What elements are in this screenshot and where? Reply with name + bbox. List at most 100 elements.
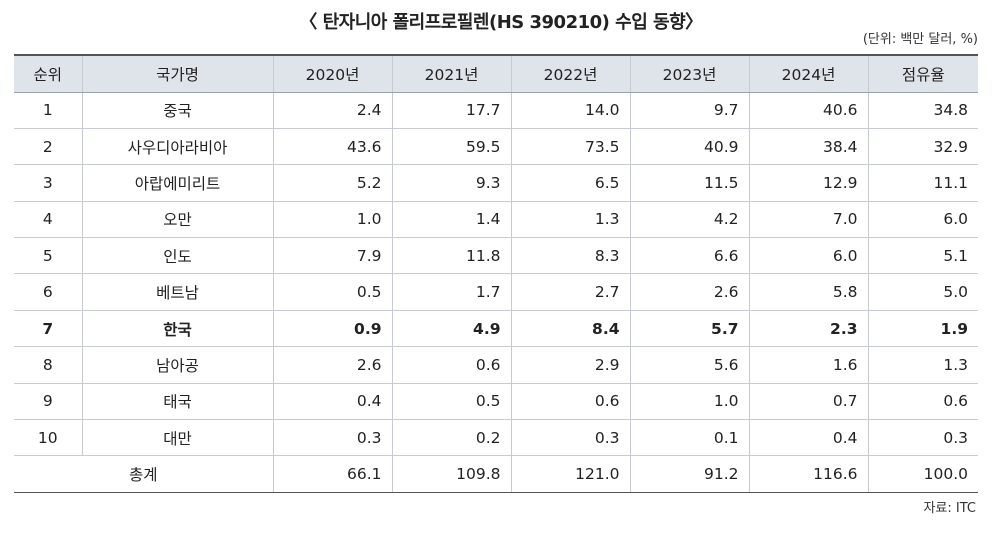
cell-2024: 38.4 <box>748 128 868 166</box>
total-label: 총계 <box>14 455 273 493</box>
cell-2023: 6.6 <box>629 237 749 275</box>
header-2021: 2021년 <box>391 54 511 93</box>
cell-2021: 4.9 <box>391 310 511 348</box>
cell-country: 오만 <box>81 201 273 239</box>
header-2023: 2023년 <box>629 54 749 93</box>
cell-share: 0.6 <box>867 383 978 421</box>
cell-country: 태국 <box>81 383 273 421</box>
cell-2022: 0.6 <box>510 383 630 421</box>
cell-2020: 0.3 <box>272 419 392 457</box>
total-share: 100.0 <box>867 455 978 493</box>
cell-2021: 1.4 <box>391 201 511 239</box>
cell-rank: 3 <box>14 164 82 202</box>
cell-country: 아랍에미리트 <box>81 164 273 202</box>
cell-rank: 8 <box>14 346 82 384</box>
cell-2020: 1.0 <box>272 201 392 239</box>
cell-rank: 10 <box>14 419 82 457</box>
table-row: 3 아랍에미리트 5.2 9.3 6.5 11.5 12.9 11.1 <box>14 164 978 202</box>
cell-country: 베트남 <box>81 273 273 311</box>
cell-2021: 0.5 <box>391 383 511 421</box>
cell-share: 5.0 <box>867 273 978 311</box>
total-2021: 109.8 <box>391 455 511 493</box>
cell-2022: 0.3 <box>510 419 630 457</box>
cell-2021: 0.6 <box>391 346 511 384</box>
cell-share: 5.1 <box>867 237 978 275</box>
table-row: 10 대만 0.3 0.2 0.3 0.1 0.4 0.3 <box>14 419 978 457</box>
cell-2022: 2.9 <box>510 346 630 384</box>
cell-2024: 2.3 <box>748 310 868 348</box>
cell-share: 11.1 <box>867 164 978 202</box>
table-header-row: 순위 국가명 2020년 2021년 2022년 2023년 2024년 점유율 <box>14 54 978 93</box>
cell-2023: 2.6 <box>629 273 749 311</box>
table-title: 〈 탄자니아 폴리프로필렌(HS 390210) 수입 동향〉 <box>299 12 703 33</box>
cell-2020: 0.9 <box>272 310 392 348</box>
header-rank: 순위 <box>14 54 82 93</box>
cell-2024: 1.6 <box>748 346 868 384</box>
cell-2023: 5.6 <box>629 346 749 384</box>
cell-2023: 1.0 <box>629 383 749 421</box>
cell-2024: 12.9 <box>748 164 868 202</box>
cell-rank: 7 <box>14 310 82 348</box>
cell-rank: 1 <box>14 92 82 129</box>
cell-2021: 0.2 <box>391 419 511 457</box>
cell-2024: 0.4 <box>748 419 868 457</box>
cell-2020: 5.2 <box>272 164 392 202</box>
table-row: 2 사우디아라비아 43.6 59.5 73.5 40.9 38.4 32.9 <box>14 128 978 166</box>
cell-rank: 5 <box>14 237 82 275</box>
cell-2022: 2.7 <box>510 273 630 311</box>
cell-2024: 6.0 <box>748 237 868 275</box>
cell-2020: 43.6 <box>272 128 392 166</box>
table-row-highlight: 7 한국 0.9 4.9 8.4 5.7 2.3 1.9 <box>14 310 978 348</box>
cell-2024: 0.7 <box>748 383 868 421</box>
cell-2020: 0.4 <box>272 383 392 421</box>
cell-2020: 2.4 <box>272 92 392 129</box>
cell-2023: 11.5 <box>629 164 749 202</box>
header-share: 점유율 <box>867 54 978 93</box>
cell-2022: 6.5 <box>510 164 630 202</box>
cell-2023: 9.7 <box>629 92 749 129</box>
cell-country: 중국 <box>81 92 273 129</box>
header-2020: 2020년 <box>272 54 392 93</box>
cell-country: 인도 <box>81 237 273 275</box>
cell-rank: 2 <box>14 128 82 166</box>
cell-2021: 17.7 <box>391 92 511 129</box>
cell-share: 6.0 <box>867 201 978 239</box>
cell-2022: 8.3 <box>510 237 630 275</box>
cell-2022: 8.4 <box>510 310 630 348</box>
header-country: 국가명 <box>81 54 273 93</box>
cell-country: 사우디아라비아 <box>81 128 273 166</box>
table-row: 5 인도 7.9 11.8 8.3 6.6 6.0 5.1 <box>14 237 978 275</box>
table-row: 6 베트남 0.5 1.7 2.7 2.6 5.8 5.0 <box>14 273 978 311</box>
cell-share: 1.3 <box>867 346 978 384</box>
cell-rank: 9 <box>14 383 82 421</box>
cell-country: 한국 <box>81 310 273 348</box>
cell-share: 34.8 <box>867 92 978 129</box>
cell-2024: 40.6 <box>748 92 868 129</box>
cell-share: 1.9 <box>867 310 978 348</box>
header-2022: 2022년 <box>510 54 630 93</box>
cell-2024: 7.0 <box>748 201 868 239</box>
cell-rank: 6 <box>14 273 82 311</box>
table-row: 1 중국 2.4 17.7 14.0 9.7 40.6 34.8 <box>14 92 978 129</box>
cell-share: 32.9 <box>867 128 978 166</box>
cell-2021: 1.7 <box>391 273 511 311</box>
table-row: 4 오만 1.0 1.4 1.3 4.2 7.0 6.0 <box>14 201 978 239</box>
cell-2020: 7.9 <box>272 237 392 275</box>
cell-2021: 11.8 <box>391 237 511 275</box>
cell-rank: 4 <box>14 201 82 239</box>
cell-2020: 2.6 <box>272 346 392 384</box>
table-row: 9 태국 0.4 0.5 0.6 1.0 0.7 0.6 <box>14 383 978 421</box>
cell-2022: 1.3 <box>510 201 630 239</box>
cell-2023: 0.1 <box>629 419 749 457</box>
header-2024: 2024년 <box>748 54 868 93</box>
cell-2022: 14.0 <box>510 92 630 129</box>
source-note: 자료: ITC <box>923 501 976 516</box>
total-2024: 116.6 <box>748 455 868 493</box>
import-table: 순위 국가명 2020년 2021년 2022년 2023년 2024년 점유율… <box>14 54 978 493</box>
total-2023: 91.2 <box>629 455 749 493</box>
cell-2023: 5.7 <box>629 310 749 348</box>
cell-country: 남아공 <box>81 346 273 384</box>
cell-2023: 40.9 <box>629 128 749 166</box>
total-2020: 66.1 <box>272 455 392 493</box>
cell-2022: 73.5 <box>510 128 630 166</box>
